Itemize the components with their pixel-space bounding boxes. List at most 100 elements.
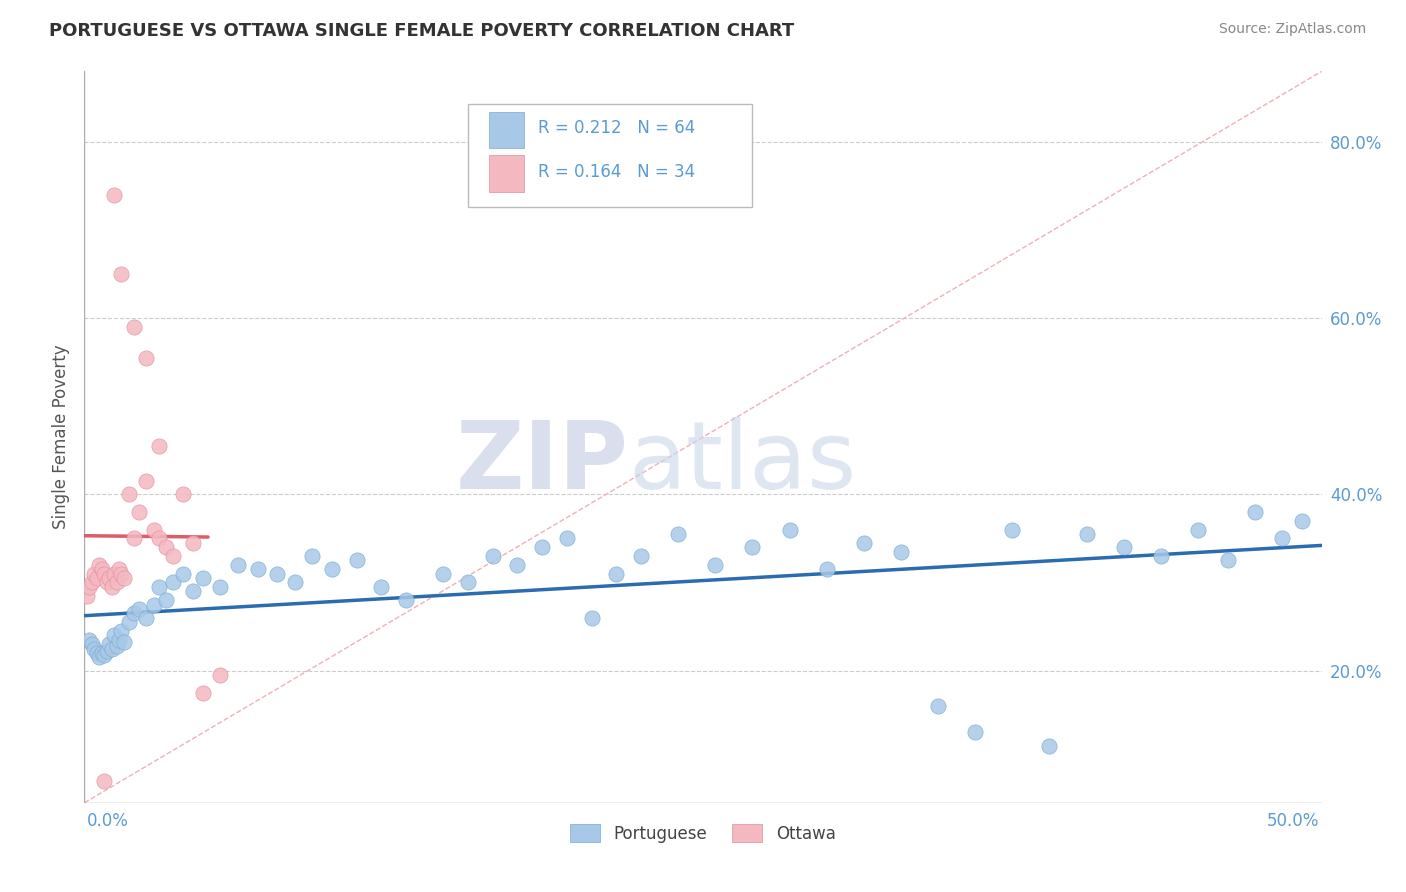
Point bbox=[89, 558, 111, 572]
Text: 0.0%: 0.0% bbox=[87, 812, 129, 830]
Point bbox=[704, 558, 727, 572]
Bar bbox=[489, 112, 523, 148]
Point bbox=[181, 584, 204, 599]
Point bbox=[162, 549, 184, 563]
Point bbox=[581, 611, 603, 625]
Text: R = 0.164   N = 34: R = 0.164 N = 34 bbox=[538, 163, 696, 181]
Point bbox=[191, 686, 214, 700]
Point bbox=[96, 575, 118, 590]
Point bbox=[110, 624, 132, 638]
Point bbox=[148, 439, 170, 453]
Point bbox=[506, 558, 529, 572]
Point bbox=[98, 637, 121, 651]
Point bbox=[79, 580, 101, 594]
Point bbox=[181, 536, 204, 550]
Text: ZIP: ZIP bbox=[456, 417, 628, 508]
Point bbox=[110, 267, 132, 281]
Point bbox=[246, 562, 269, 576]
Point bbox=[112, 571, 135, 585]
Point bbox=[346, 553, 368, 567]
Point bbox=[93, 648, 115, 662]
Point bbox=[96, 644, 118, 658]
Point bbox=[1112, 540, 1135, 554]
Point bbox=[122, 532, 145, 546]
Point bbox=[741, 540, 763, 554]
Point bbox=[927, 698, 949, 713]
Point bbox=[666, 527, 689, 541]
Point bbox=[370, 580, 392, 594]
Point bbox=[779, 523, 801, 537]
Point bbox=[209, 580, 232, 594]
Point bbox=[100, 641, 122, 656]
FancyBboxPatch shape bbox=[468, 104, 752, 207]
Point bbox=[457, 575, 479, 590]
Point bbox=[605, 566, 627, 581]
Point bbox=[128, 602, 150, 616]
Point bbox=[481, 549, 503, 563]
Point bbox=[531, 540, 554, 554]
Point bbox=[148, 532, 170, 546]
Point bbox=[1243, 505, 1265, 519]
Point bbox=[103, 628, 125, 642]
Point bbox=[209, 668, 232, 682]
Point bbox=[100, 580, 122, 594]
Y-axis label: Single Female Poverty: Single Female Poverty bbox=[52, 345, 70, 529]
Point bbox=[162, 575, 184, 590]
Point bbox=[108, 632, 131, 647]
Point bbox=[148, 580, 170, 594]
Point bbox=[172, 566, 194, 581]
Point bbox=[155, 593, 177, 607]
Point bbox=[630, 549, 652, 563]
Point bbox=[79, 632, 101, 647]
Point bbox=[110, 566, 132, 581]
Point bbox=[172, 487, 194, 501]
Legend: Portuguese, Ottawa: Portuguese, Ottawa bbox=[564, 818, 842, 849]
Point bbox=[155, 540, 177, 554]
Point bbox=[1271, 532, 1294, 546]
Point bbox=[1076, 527, 1098, 541]
Point bbox=[108, 562, 131, 576]
Text: R = 0.212   N = 64: R = 0.212 N = 64 bbox=[538, 120, 696, 137]
Point bbox=[103, 566, 125, 581]
Point bbox=[118, 615, 141, 629]
Point bbox=[284, 575, 307, 590]
Point bbox=[86, 571, 108, 585]
Point bbox=[103, 187, 125, 202]
Point bbox=[83, 566, 105, 581]
Point bbox=[118, 487, 141, 501]
Point bbox=[135, 474, 157, 488]
Point bbox=[142, 598, 165, 612]
Point bbox=[965, 725, 987, 739]
Point bbox=[112, 635, 135, 649]
Point bbox=[1216, 553, 1239, 567]
Point bbox=[80, 637, 103, 651]
Point bbox=[226, 558, 249, 572]
Point bbox=[395, 593, 418, 607]
Text: atlas: atlas bbox=[628, 417, 858, 508]
Point bbox=[1291, 514, 1313, 528]
Point bbox=[90, 646, 112, 660]
Point bbox=[135, 611, 157, 625]
Point bbox=[80, 575, 103, 590]
Point bbox=[122, 607, 145, 621]
Point bbox=[1038, 739, 1060, 753]
Point bbox=[1187, 523, 1209, 537]
Point bbox=[128, 505, 150, 519]
Point bbox=[105, 575, 128, 590]
Point bbox=[142, 523, 165, 537]
Point bbox=[135, 351, 157, 365]
Point bbox=[432, 566, 454, 581]
Text: Source: ZipAtlas.com: Source: ZipAtlas.com bbox=[1219, 22, 1367, 37]
Point bbox=[89, 650, 111, 665]
Point bbox=[815, 562, 838, 576]
Point bbox=[122, 320, 145, 334]
Point bbox=[301, 549, 323, 563]
Point bbox=[83, 641, 105, 656]
Point bbox=[105, 639, 128, 653]
Point bbox=[93, 773, 115, 788]
Point bbox=[86, 646, 108, 660]
Text: PORTUGUESE VS OTTAWA SINGLE FEMALE POVERTY CORRELATION CHART: PORTUGUESE VS OTTAWA SINGLE FEMALE POVER… bbox=[49, 22, 794, 40]
Point bbox=[191, 571, 214, 585]
Point bbox=[1001, 523, 1024, 537]
Point bbox=[90, 562, 112, 576]
